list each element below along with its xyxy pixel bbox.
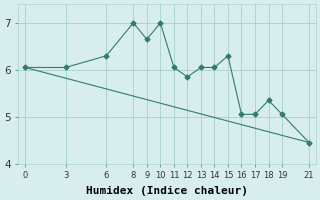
X-axis label: Humidex (Indice chaleur): Humidex (Indice chaleur) [86,186,248,196]
